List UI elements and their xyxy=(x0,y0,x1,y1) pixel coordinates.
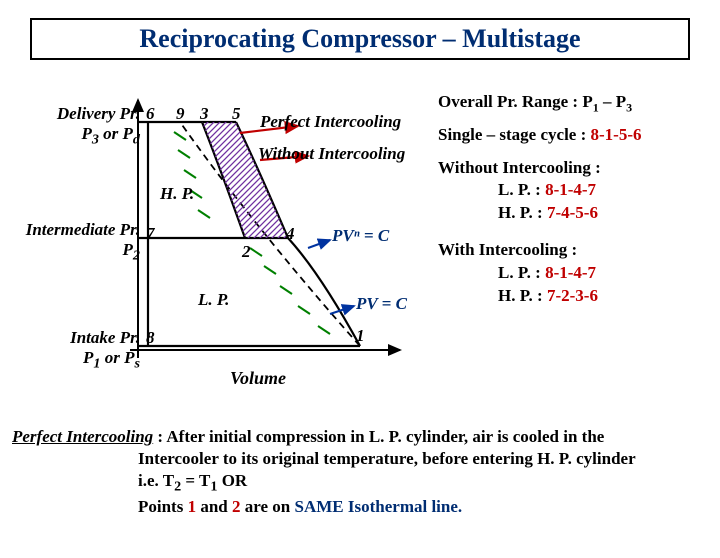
eq-pvn: PVⁿ = C xyxy=(332,226,389,246)
label-perfect: Perfect Intercooling xyxy=(260,112,401,132)
pt9: 9 xyxy=(176,104,185,124)
note-without-h: Without Intercooling : xyxy=(438,157,641,180)
note-with-lp: L. P. : 8-1-4-7 xyxy=(438,262,641,285)
explanation: Perfect Intercooling : After initial com… xyxy=(12,426,708,518)
label-intermediate: Intermediate Pr.P2 xyxy=(14,220,140,264)
pt7: 7 xyxy=(146,224,155,244)
eq-pv: PV = C xyxy=(356,294,407,314)
page-title: Reciprocating Compressor – Multistage xyxy=(30,18,690,60)
pt3: 3 xyxy=(200,104,209,124)
label-intake: Intake Pr.P1 or Ps xyxy=(44,328,140,372)
pt5: 5 xyxy=(232,104,241,124)
pt2: 2 xyxy=(242,242,251,262)
note-without-lp: L. P. : 8-1-4-7 xyxy=(438,179,641,202)
note-single: Single – stage cycle : 8-1-5-6 xyxy=(438,124,641,147)
label-delivery: Delivery Pr.P3 or Pd xyxy=(38,104,140,148)
note-with-h: With Intercooling : xyxy=(438,239,641,262)
pt6: 6 xyxy=(146,104,155,124)
pt8: 8 xyxy=(146,328,155,348)
label-lp: L. P. xyxy=(198,290,229,310)
label-hp: H. P. xyxy=(160,184,194,204)
label-without: Without Intercooling xyxy=(258,144,405,164)
note-with-hp: H. P. : 7-2-3-6 xyxy=(438,285,641,308)
pt4: 4 xyxy=(286,224,295,244)
note-range: Overall Pr. Range : P1 – P3 xyxy=(438,91,641,116)
note-without-hp: H. P. : 7-4-5-6 xyxy=(438,202,641,225)
pt1: 1 xyxy=(356,326,365,346)
diagram-area: Delivery Pr.P3 or Pd Intermediate Pr.P2 … xyxy=(20,88,700,418)
notes-block: Overall Pr. Range : P1 – P3 Single – sta… xyxy=(438,91,641,308)
axis-volume: Volume xyxy=(230,368,286,389)
